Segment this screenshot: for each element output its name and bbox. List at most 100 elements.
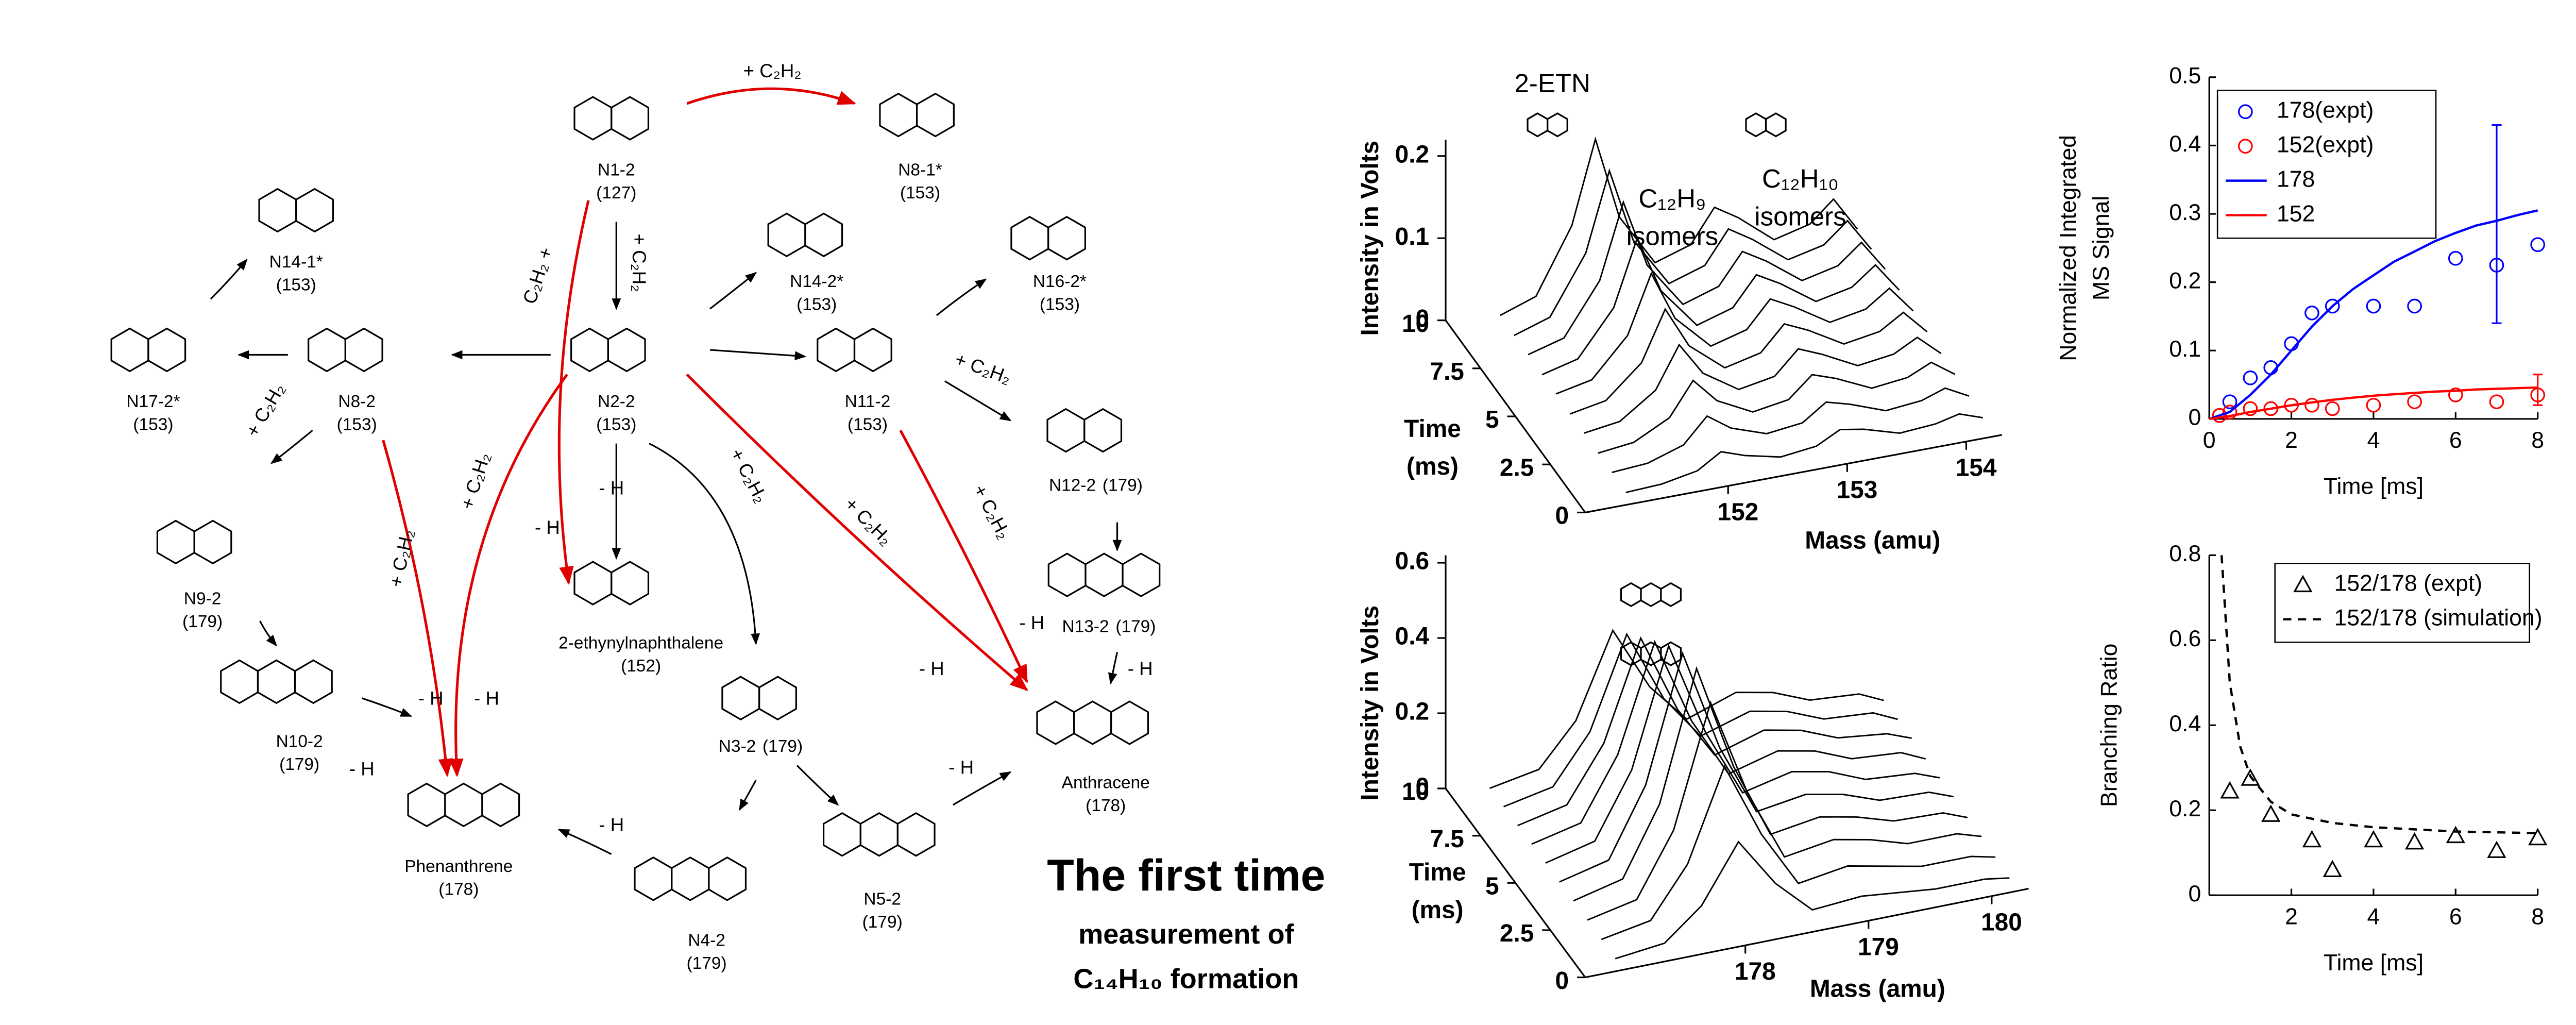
x-tick-label: 178 [1735, 958, 1776, 985]
x-tick-label: 154 [1956, 455, 1997, 482]
molecule-ring [1660, 582, 1682, 608]
molecule-ring [671, 856, 710, 901]
legend-label: 152/178 (expt) [2334, 571, 2482, 596]
marker [2304, 397, 2319, 413]
reaction-label: - H [599, 478, 624, 499]
marker [2220, 781, 2240, 799]
y-tick-label: 0.1 [1395, 223, 1429, 250]
y-tick-label: 0.4 [2169, 711, 2201, 736]
reaction-arrow [796, 765, 839, 806]
molecule-ring [1745, 112, 1767, 138]
molecule-ring [611, 96, 650, 141]
y-axis-label: Branching Ratio [2097, 644, 2122, 807]
x-tick-label: 2 [2285, 428, 2298, 453]
reaction-arrow [449, 374, 568, 778]
reaction-label: C₂H₂ + [519, 245, 557, 307]
reaction-label: + C₂H₂ [726, 445, 772, 507]
y-tick-label: 0.2 [2169, 268, 2201, 293]
marker [2304, 305, 2319, 321]
t-tick-label: 7.5 [1430, 358, 1464, 385]
y-tick-label: 0.4 [2169, 131, 2201, 157]
node-mass: (179) [862, 913, 903, 932]
x-tick-label: 153 [1837, 477, 1878, 504]
y-axis-label: MS Signal [2089, 196, 2114, 300]
marker [2241, 768, 2260, 786]
reaction-arrow [944, 380, 1012, 422]
reaction-arrow [952, 771, 1012, 806]
reaction-label: - H [1019, 612, 1044, 633]
legend-box [2274, 563, 2531, 643]
x-tick-label: 2 [2285, 904, 2298, 930]
molecule-ring [257, 659, 296, 704]
y-tick-label: 0.2 [1395, 141, 1429, 168]
y-tick-label: 0 [2188, 881, 2201, 906]
spectrum-trace [1528, 199, 1886, 356]
y-axis-label: Normalized Integrated [2056, 135, 2081, 361]
molecule-ring [859, 812, 899, 857]
y-axis-label: Intensity in Volts [1357, 606, 1384, 801]
molecule-ring [481, 782, 520, 828]
spectrum-trace [1583, 336, 1942, 434]
molecule-ring [1036, 700, 1075, 745]
y-tick-label: 0.8 [2169, 541, 2201, 566]
molecule-ring [721, 676, 760, 720]
reaction-label: - H [474, 688, 499, 709]
molecule-ring [634, 856, 673, 901]
node-mass: (152) [621, 657, 661, 676]
marker [2325, 401, 2340, 416]
node-mass: (178) [438, 880, 479, 899]
molecule-ring [822, 812, 861, 857]
node-mass: (179) [182, 612, 223, 631]
node-label: N10-2 [276, 732, 323, 751]
y-tick-label: 0.3 [2169, 200, 2201, 225]
molecule-ring [708, 856, 747, 901]
molecule-ring [879, 92, 918, 138]
marker [2407, 394, 2422, 410]
node-mass: (153) [596, 415, 636, 434]
annotation: C₁₂H₉ [1638, 183, 1706, 213]
node-label: N8-1* [898, 160, 942, 179]
node-mass: (179) [1115, 617, 1156, 636]
node-mass: (179) [1103, 476, 1143, 495]
t-tick-label: 0 [1555, 502, 1569, 530]
molecule-ring [853, 327, 892, 373]
highlight-line: measurement of [1078, 919, 1294, 950]
x-axis-label: Mass (amu) [1810, 976, 1945, 1003]
t-axis-label: Time [1409, 859, 1466, 886]
t-tick-label: 10 [1402, 778, 1429, 805]
series-line [2209, 386, 2538, 421]
molecule-ring [344, 327, 383, 373]
node-label: N5-2 [863, 890, 901, 909]
reaction-label: + C₂H₂ [969, 481, 1015, 543]
reaction-arrow [382, 440, 453, 778]
reaction-arrow [686, 373, 1028, 692]
reaction-label: - H [599, 814, 624, 835]
error-bar [2533, 374, 2543, 406]
marker [2325, 298, 2340, 314]
t-tick-label: 5 [1485, 872, 1499, 900]
highlight-title: The first time [1047, 851, 1325, 900]
molecule-ring [193, 519, 232, 565]
t-tick-label: 7.5 [1430, 826, 1464, 853]
node-mass: (179) [279, 755, 319, 774]
reaction-label: - H [418, 688, 444, 709]
marker [2448, 250, 2463, 266]
molecule-ring [573, 96, 613, 141]
y-tick-label: 0 [1416, 774, 1430, 801]
axis-line [1585, 887, 2029, 979]
node-label: N8-2 [338, 392, 376, 411]
x-tick-label: 4 [2367, 428, 2380, 453]
t-axis-label: (ms) [1412, 897, 1464, 924]
molecule-ring [220, 659, 259, 704]
node-label: N13-2 [1062, 617, 1109, 636]
error-bar [2492, 124, 2502, 324]
reaction-arrow [686, 87, 856, 105]
t-tick-label: 10 [1402, 310, 1429, 338]
node-mass: (153) [796, 295, 837, 314]
x-axis-label: Time [ms] [2324, 950, 2424, 976]
legend-label: 152/178 (simulation) [2334, 605, 2542, 630]
node-mass: (153) [133, 415, 173, 434]
x-tick-label: 6 [2449, 428, 2462, 453]
reaction-label: - H [948, 757, 974, 778]
